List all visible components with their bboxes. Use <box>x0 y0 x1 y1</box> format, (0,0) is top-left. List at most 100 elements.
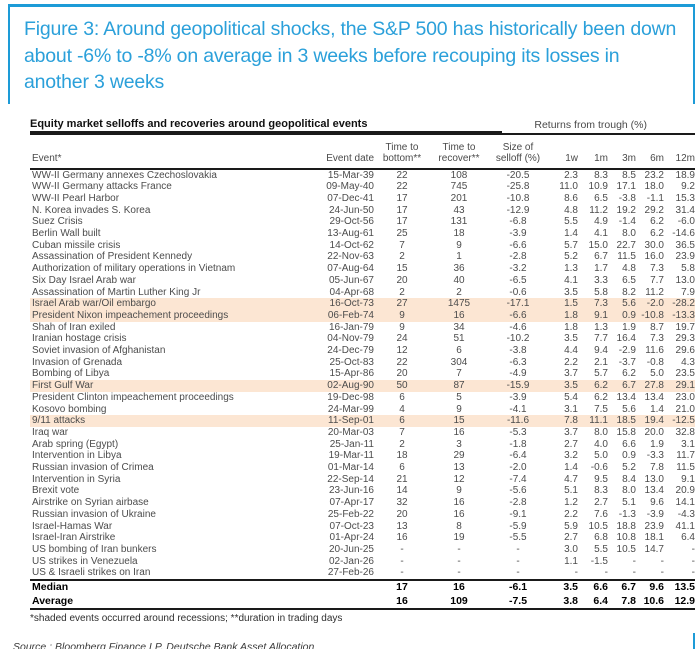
cell: 40 <box>453 274 465 286</box>
cell: 4.0 <box>594 438 608 450</box>
cell: 15-Apr-86 <box>329 368 374 380</box>
cell: 13.4 <box>644 391 664 403</box>
cell: 24 <box>396 333 408 345</box>
table-title: Equity market selloffs and recoveries ar… <box>30 118 502 133</box>
cell: - <box>691 544 695 555</box>
cell: - <box>660 555 664 567</box>
table-row: First Gulf War 02-Aug-90 50 87 -15.9 3.5 6.2 6.… <box>30 380 695 392</box>
cell: -9.1 <box>509 508 527 520</box>
cell: 9 <box>399 309 405 321</box>
cell: -7.5 <box>508 594 528 607</box>
figure-title-box: Figure 3: Around geopolitical shocks, th… <box>8 4 695 104</box>
table-row: Kosovo bombing 24-Mar-99 4 9 -4.1 3.1 7.5 5.6 1.… <box>30 404 695 416</box>
cell: 13 <box>453 462 465 474</box>
cell: 25 <box>396 228 408 240</box>
cell: -2.9 <box>618 345 636 357</box>
cell: 6.2 <box>594 391 608 403</box>
table-row: WW-II Germany annexes Czechoslovakia 15-M… <box>30 169 695 182</box>
cell: 16 <box>453 426 465 438</box>
cell: -1.1 <box>646 192 664 204</box>
cell: 22 <box>396 169 408 181</box>
cell: 6.2 <box>650 228 664 240</box>
cell: -5.6 <box>509 485 527 497</box>
cell: 5.8 <box>681 263 695 275</box>
cell: 16 <box>396 532 408 544</box>
cell: 7.7 <box>594 333 608 345</box>
cell: 5.7 <box>594 368 608 380</box>
cell: 16 <box>453 581 465 594</box>
cell: 3.1 <box>681 438 695 450</box>
cell: 6 <box>399 391 405 403</box>
cell: 04-Apr-68 <box>329 286 374 298</box>
cell: 1.1 <box>564 555 578 567</box>
cell: 8.7 <box>650 321 664 333</box>
cell: 25-Oct-83 <box>329 356 374 368</box>
cell: -3.9 <box>646 508 664 520</box>
cell: 8.0 <box>594 426 608 438</box>
cell: 22-Nov-63 <box>327 251 374 263</box>
cell: 14-Oct-62 <box>329 239 374 251</box>
cell: 10.6 <box>643 594 664 607</box>
cell: 0.9 <box>622 309 636 321</box>
cell: 8.3 <box>594 485 608 497</box>
cell: 304 <box>450 356 468 368</box>
cell: 20.0 <box>644 426 664 438</box>
cell: - <box>457 555 461 567</box>
cell: 131 <box>450 216 468 228</box>
cell: 13.0 <box>675 274 695 286</box>
cell: 2.3 <box>564 169 578 181</box>
cell: 01-Mar-14 <box>327 462 374 474</box>
column-header: 1m <box>578 134 608 170</box>
cell: 9.4 <box>594 345 608 357</box>
cell: -13.3 <box>672 309 695 321</box>
cell: 6.7 <box>594 251 608 263</box>
table-section: Equity market selloffs and recoveries ar… <box>30 104 695 624</box>
cell: - <box>574 567 578 579</box>
cell: Brexit vote <box>32 485 80 497</box>
table-row: Authorization of military operations in … <box>30 263 695 275</box>
cell: 05-Jun-67 <box>328 274 374 286</box>
cell: 50 <box>396 380 408 392</box>
cell: 23-Jun-16 <box>328 485 374 497</box>
cell: -6.6 <box>509 309 527 321</box>
table-row: President Nixon impeachement proceedings… <box>30 309 695 322</box>
cell: 4.8 <box>622 263 636 275</box>
cell: 11.2 <box>589 204 608 216</box>
cell: 4.8 <box>564 204 578 216</box>
cell: 20 <box>396 368 408 380</box>
cell: -6.8 <box>509 216 527 228</box>
cell: -3.3 <box>646 450 664 462</box>
cell: 4.7 <box>564 473 578 485</box>
cell: 16 <box>453 508 465 520</box>
cell: 8.2 <box>622 286 636 298</box>
cell: Intervention in Libya <box>32 450 122 462</box>
cell: 09-May-40 <box>326 181 374 193</box>
cell: US bombing of Iran bunkers <box>32 544 157 555</box>
cell: 20-Mar-03 <box>327 426 374 438</box>
cell: -6.0 <box>677 216 695 228</box>
cell: Airstrike on Syrian airbase <box>32 497 149 509</box>
table-row: Airstrike on Syrian airbase 07-Apr-17 32 16… <box>30 497 695 509</box>
cell: 24-Jun-50 <box>328 204 374 216</box>
cell: 1.4 <box>650 403 664 415</box>
table-row: Iranian hostage crisis 04-Nov-79 24 51 -10.2… <box>30 333 695 345</box>
cell: Iranian hostage crisis <box>32 333 127 345</box>
cell: 19.4 <box>644 415 664 427</box>
cell: -3.9 <box>509 228 527 240</box>
cell: 7 <box>399 426 405 438</box>
source-text: Source : Bloomberg Finance LP, Deutsche … <box>13 641 315 649</box>
cell: 5.8 <box>594 286 608 298</box>
cell: -3.8 <box>509 345 527 357</box>
cell: 23.5 <box>675 368 695 380</box>
cell: 11.1 <box>589 415 608 427</box>
cell: 19.7 <box>675 321 695 333</box>
cell: 1.2 <box>564 497 578 509</box>
cell: - <box>400 567 404 579</box>
cell: 4.1 <box>564 274 578 286</box>
cell: 02-Aug-90 <box>327 380 374 392</box>
cell: 20 <box>396 274 408 286</box>
returns-from-trough-label: Returns from trough (%) <box>534 118 647 131</box>
cell: 27.8 <box>644 380 664 392</box>
table-row: Six Day Israel Arab war 05-Jun-67 20 40 -6.5… <box>30 275 695 287</box>
